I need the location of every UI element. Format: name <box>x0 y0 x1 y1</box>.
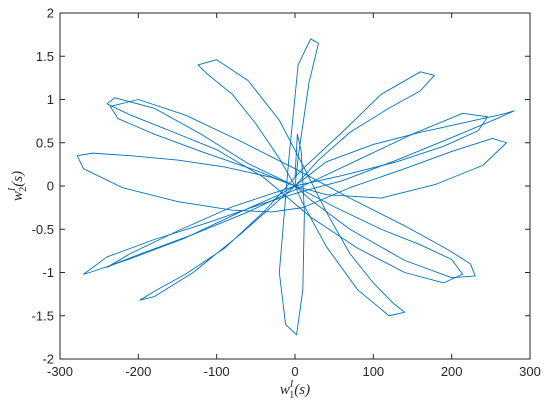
y-tick-label: 0.5 <box>36 135 54 150</box>
trajectory-segment-4 <box>106 97 464 284</box>
trajectory-segment-1 <box>278 38 319 336</box>
y-tick-label: -1.5 <box>32 308 54 323</box>
x-axis-label-arg: (s) <box>294 382 310 398</box>
x-tick-label: -100 <box>204 364 230 379</box>
trajectory-segment-8 <box>109 99 476 279</box>
trajectory-segment-6 <box>197 59 406 317</box>
x-axis-label-sup: I <box>289 379 294 390</box>
y-axis: -2 -1.5 -1 -0.5 0 0.5 1 1.5 2 <box>32 6 530 367</box>
x-tick-label: -300 <box>47 364 73 379</box>
x-axis-label-base: w <box>280 382 290 398</box>
x-axis-label: wI 1(s) <box>280 379 310 401</box>
x-tick-label: 300 <box>519 364 541 379</box>
y-axis-label-base: w <box>10 191 26 201</box>
trajectory-segment-3 <box>76 137 507 213</box>
x-tick-label: 100 <box>362 364 384 379</box>
y-tick-label: 1 <box>47 92 54 107</box>
y-axis-label-sub: 2 <box>18 187 29 192</box>
x-tick-label: 0 <box>291 364 298 379</box>
y-axis-label-sup: I <box>7 187 18 192</box>
y-tick-label: -2 <box>42 352 54 367</box>
x-axis-label-sub: 1 <box>289 390 294 401</box>
y-tick-label: 2 <box>47 6 54 21</box>
x-axis: -300 -200 -100 0 100 200 300 <box>47 13 541 379</box>
y-tick-label: -0.5 <box>32 222 54 237</box>
x-tick-label: -200 <box>125 364 151 379</box>
x-tick-label: 200 <box>441 364 463 379</box>
y-tick-label: 1.5 <box>36 49 54 64</box>
trajectory-segment-7 <box>106 112 489 268</box>
series-layer <box>76 38 515 336</box>
y-axis-label: wI2(s) <box>7 171 29 201</box>
y-tick-label: -1 <box>42 265 54 280</box>
y-tick-label: 0 <box>47 179 54 194</box>
trajectory-segment-2 <box>83 110 515 275</box>
y-axis-label-arg: (s) <box>10 171 26 187</box>
